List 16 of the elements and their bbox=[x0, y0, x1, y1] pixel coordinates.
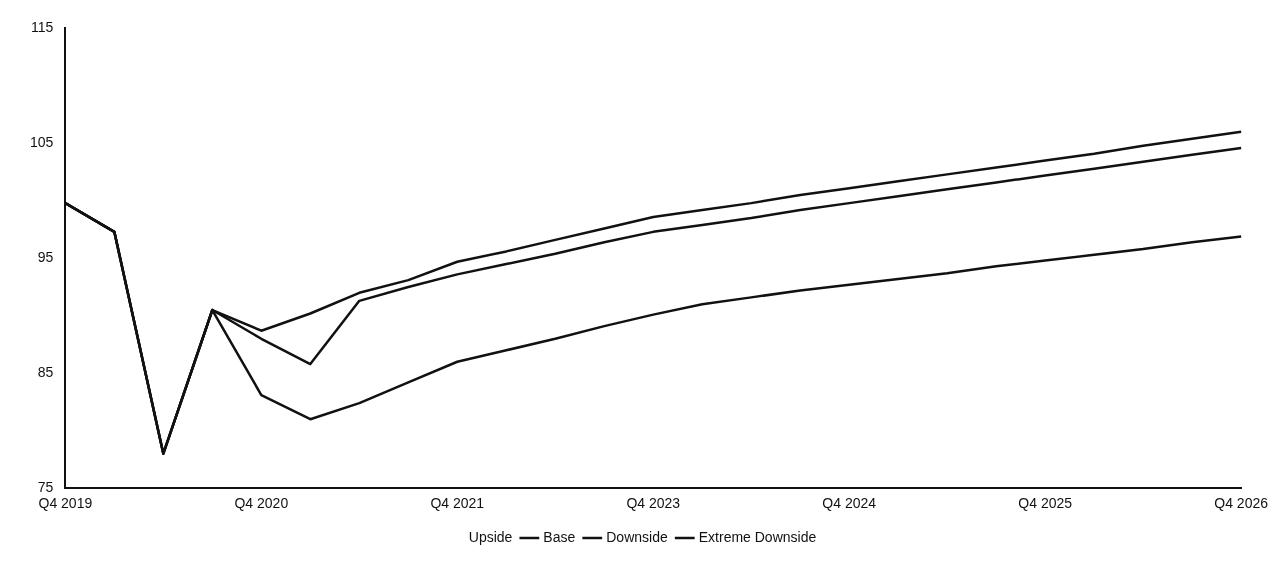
y-tick-label: 85 bbox=[37, 364, 54, 381]
x-tick-label: Q4 2023 bbox=[626, 495, 681, 512]
y-tick-label: 95 bbox=[37, 249, 54, 266]
y-tick-label: 105 bbox=[30, 134, 54, 151]
x-tick-label: Q4 2025 bbox=[1018, 495, 1073, 512]
y-tick-label: 115 bbox=[31, 19, 54, 36]
y-tick-label: 75 bbox=[37, 479, 54, 496]
x-tick-label: Q4 2019 bbox=[38, 495, 93, 512]
x-tick-label: Q4 2021 bbox=[430, 495, 485, 512]
legend-label: Base bbox=[543, 528, 576, 545]
x-tick-label: Q4 2020 bbox=[234, 495, 289, 512]
x-tick-label: Q4 2026 bbox=[1214, 495, 1269, 512]
legend-label: Downside bbox=[606, 528, 668, 545]
x-tick-label: Q4 2024 bbox=[822, 495, 877, 512]
text: Upside bbox=[468, 528, 513, 545]
legend-label: Extreme Downside bbox=[698, 528, 817, 545]
